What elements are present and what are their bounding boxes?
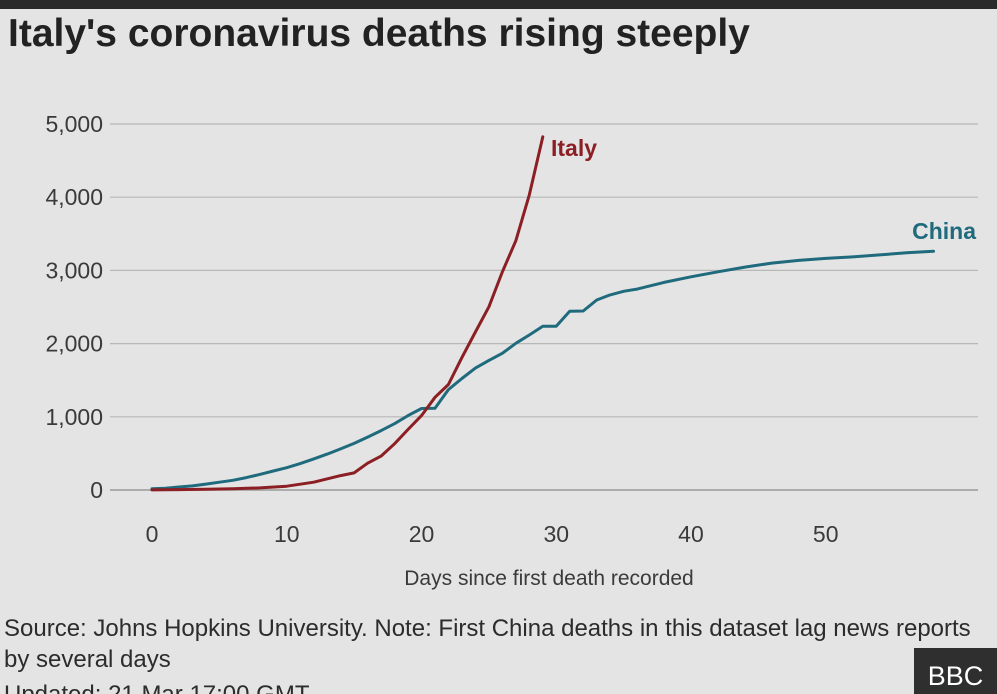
source-note: Source: Johns Hopkins University. Note: … <box>4 615 971 673</box>
x-tick-label: 40 <box>678 521 704 547</box>
x-tick-label: 20 <box>409 521 435 547</box>
y-tick-label: 3,000 <box>45 257 103 283</box>
x-axis-label: Days since first death recorded <box>404 567 693 590</box>
y-tick-label: 1,000 <box>45 404 103 430</box>
series-label-italy: Italy <box>551 135 597 161</box>
y-tick-label: 5,000 <box>45 111 103 137</box>
x-tick-label: 50 <box>813 521 839 547</box>
x-tick-label: 0 <box>146 521 159 547</box>
top-bar <box>0 0 997 9</box>
x-tick-label: 30 <box>543 521 569 547</box>
bbc-badge: BBC <box>914 648 997 694</box>
series-line-italy <box>150 135 545 492</box>
y-tick-label: 0 <box>90 477 103 503</box>
series-line-china <box>150 249 935 491</box>
chart-title: Italy's coronavirus deaths rising steepl… <box>8 12 750 55</box>
updated-timestamp: Updated: 21 Mar 17:00 GMT <box>4 681 309 694</box>
y-tick-label: 2,000 <box>45 331 103 357</box>
series-label-china: China <box>912 218 976 244</box>
y-tick-label: 4,000 <box>45 184 103 210</box>
x-tick-label: 10 <box>274 521 300 547</box>
